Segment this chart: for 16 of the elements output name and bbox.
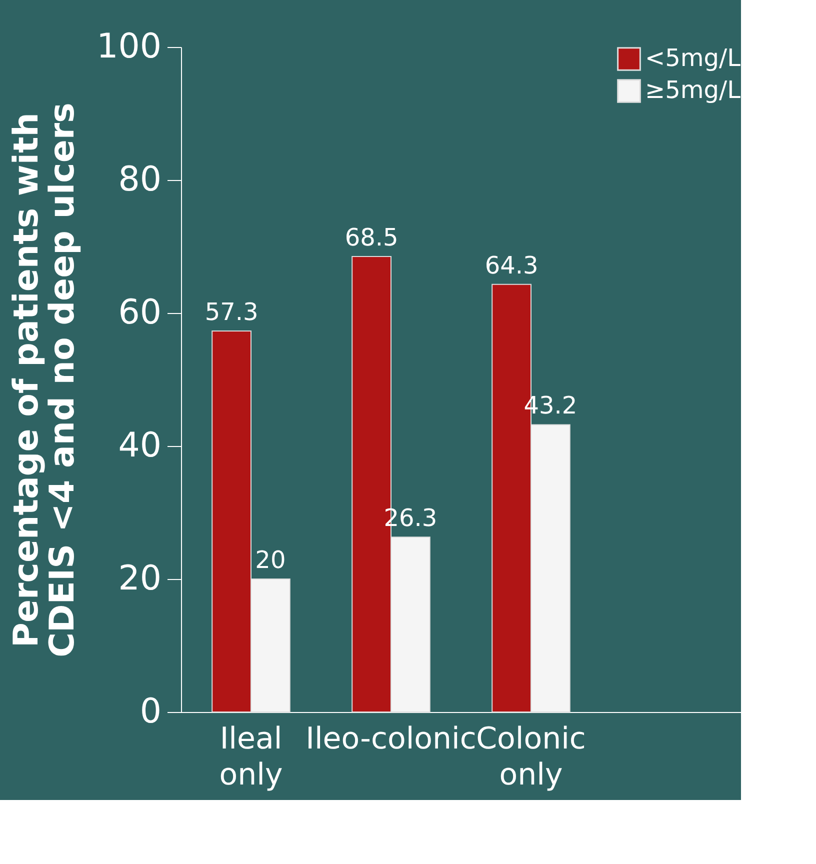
x-tick-label: Colonic only [476,722,586,792]
legend-label: ≥5mg/L [645,76,742,104]
y-tick-label: 0 [140,692,162,732]
y-tick-label: 40 [118,426,162,466]
data-label: 57.3 [204,298,258,326]
x-tick-label: Ileo-colonic [306,722,476,756]
x-tick-label: Ileal only [219,722,283,792]
y-tick-label: 60 [118,292,162,332]
y-axis-title: Percentage of patients with CDEIS <4 and no deep ulcers [6,102,83,658]
legend-label: <5mg/L [645,44,742,72]
y-tick-label: 20 [118,558,162,598]
y-tick-label: 100 [96,26,162,66]
y-tick-label: 80 [118,160,162,200]
data-label: 68.5 [344,223,398,252]
data-label: 64.3 [484,251,538,280]
data-label: 20 [255,546,286,574]
